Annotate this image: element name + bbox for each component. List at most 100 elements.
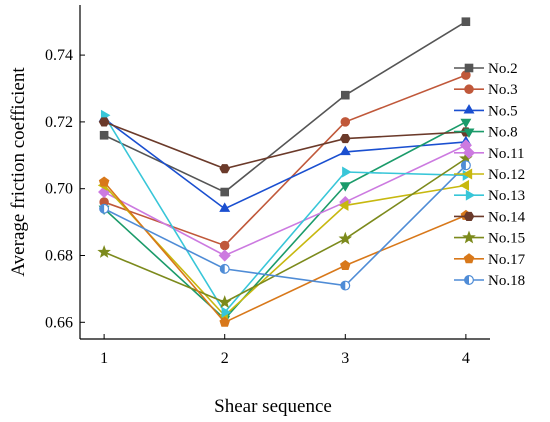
data-point (338, 231, 353, 245)
series-layer (97, 17, 473, 327)
series-line (103, 164, 467, 287)
legend-label: No.18 (488, 273, 525, 289)
data-point (217, 295, 232, 309)
series-line (103, 21, 467, 193)
legend-item: No.11 (454, 146, 525, 162)
data-point (219, 164, 231, 174)
legend-marker (463, 104, 475, 114)
series-line (103, 121, 466, 170)
series-no14 (98, 117, 472, 174)
data-point (99, 130, 109, 140)
series-no3 (99, 70, 471, 251)
x-tick-label: 2 (221, 350, 229, 367)
x-axis-title: Shear sequence (214, 396, 332, 417)
data-point (338, 199, 349, 211)
data-point (221, 306, 232, 318)
data-point (219, 263, 230, 274)
series-line (103, 121, 467, 321)
legend-label: No.14 (488, 209, 526, 225)
series-line (103, 144, 467, 257)
legend-label: No.15 (488, 231, 525, 247)
data-point (460, 160, 471, 171)
legend-item: No.18 (454, 273, 525, 289)
legend-item: No.2 (454, 61, 518, 77)
data-point (339, 182, 351, 192)
data-point (461, 17, 471, 27)
legend-item: No.15 (454, 230, 525, 247)
legend-marker (465, 189, 476, 201)
y-tick-label: 0.66 (45, 314, 73, 331)
legend-label: No.13 (488, 188, 525, 204)
data-point (340, 117, 351, 127)
x-tick-label: 4 (462, 350, 470, 367)
data-point (342, 166, 352, 178)
y-tick-label: 0.72 (45, 114, 73, 131)
data-point (219, 202, 231, 212)
legend-label: No.5 (488, 103, 518, 119)
legend-marker (464, 84, 474, 94)
data-point (340, 280, 351, 291)
data-point (98, 117, 110, 127)
series-line (103, 181, 467, 324)
data-point-fill (220, 264, 225, 274)
legend-marker (463, 253, 475, 264)
y-tick-label: 0.70 (45, 181, 73, 198)
series-no5 (98, 112, 472, 212)
data-point-fill (340, 281, 346, 290)
legend-marker (462, 168, 473, 180)
series-no15 (97, 151, 473, 309)
y-tick-label: 0.74 (45, 47, 73, 64)
data-point (99, 203, 110, 214)
x-tick-label: 3 (341, 350, 349, 367)
x-axis-ticks: 1 2 3 4 (100, 334, 470, 367)
legend-marker (464, 275, 474, 285)
legend: No.2 No.3 No.5 No.8 No.11 No.12 No.13 No.14 No.1… (454, 61, 526, 289)
legend-item: No.12 (454, 167, 525, 183)
legend-item: No.13 (454, 188, 525, 204)
legend-marker (463, 128, 475, 138)
data-point (219, 240, 230, 251)
legend-marker-fill (464, 275, 469, 285)
legend-item: No.8 (454, 125, 518, 141)
legend-marker (462, 146, 476, 159)
series-line (103, 157, 467, 304)
legend-label: No.8 (488, 125, 518, 141)
series-no12 (97, 179, 470, 322)
data-point (339, 145, 351, 156)
data-point (339, 134, 351, 144)
data-point (459, 179, 470, 191)
data-point (97, 245, 111, 258)
data-point (218, 249, 231, 262)
legend-label: No.17 (488, 252, 526, 268)
legend-label: No.3 (488, 82, 518, 98)
data-point (340, 259, 351, 271)
data-point (340, 90, 350, 100)
legend-marker (464, 63, 474, 73)
data-point (460, 118, 472, 129)
data-point (219, 316, 230, 327)
legend-marker (462, 230, 476, 244)
legend-label: No.11 (488, 146, 525, 162)
series-line (103, 117, 466, 210)
legend-label: No.2 (488, 61, 518, 77)
data-point-fill (99, 204, 105, 214)
data-point-fill (461, 160, 466, 170)
legend-marker (463, 211, 475, 221)
y-axis-title: Average friction coefficient (8, 67, 29, 277)
y-axis-ticks: 0.66 0.68 0.70 0.72 0.74 (45, 47, 85, 331)
legend-item: No.17 (454, 252, 526, 268)
x-tick-label: 1 (100, 350, 108, 367)
legend-item: No.3 (454, 82, 518, 98)
plot-frame (79, 5, 490, 340)
series-line (103, 114, 466, 314)
series-line (103, 184, 467, 317)
data-point (220, 187, 230, 197)
legend-label: No.12 (488, 167, 525, 183)
y-tick-label: 0.68 (45, 248, 73, 265)
data-point (98, 176, 110, 187)
series-no13 (100, 109, 473, 318)
series-no18 (99, 160, 471, 291)
legend-item: No.14 (454, 209, 526, 225)
legend-item: No.5 (454, 103, 518, 119)
